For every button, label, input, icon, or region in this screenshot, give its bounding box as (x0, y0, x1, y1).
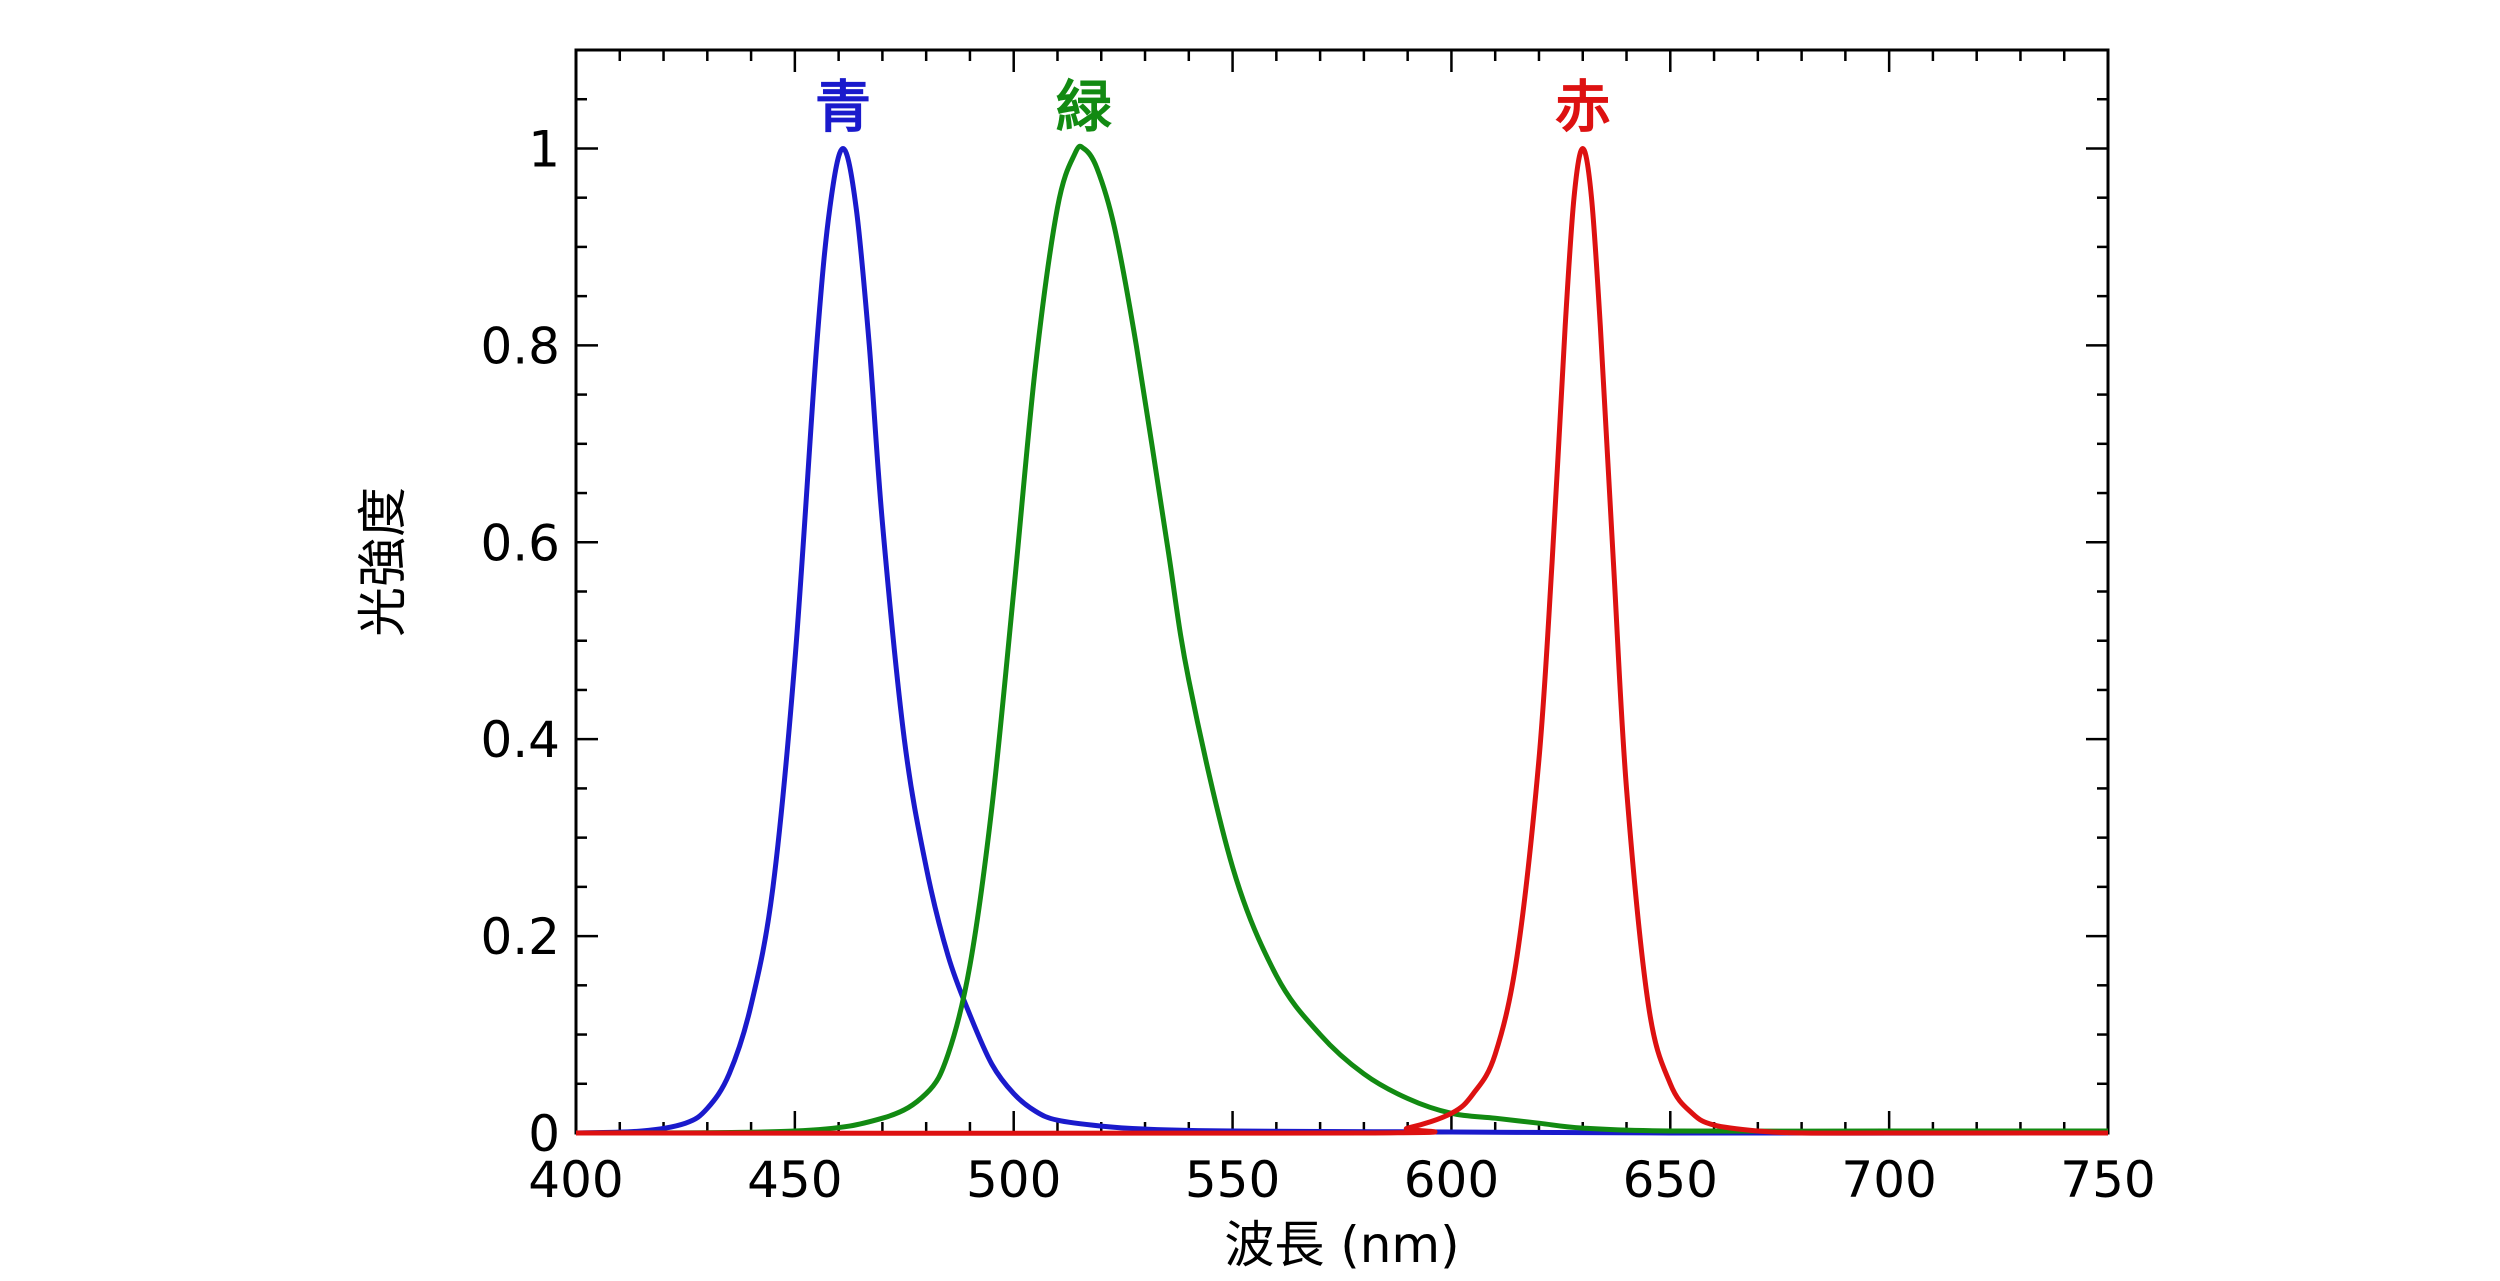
x-tick-label: 700 (1841, 1151, 1936, 1209)
spectrum-curves (575, 143, 2109, 1136)
green-peak-label: 緑 (1056, 75, 1113, 140)
x-tick-label: 550 (1185, 1151, 1280, 1209)
blue-peak-label: 青 (815, 75, 871, 140)
y-tick-label: 0.8 (480, 317, 560, 375)
y-axis-title: 光強度 (354, 487, 412, 637)
blue-spectrum-line (575, 146, 2109, 1136)
axis-ticks (574, 48, 2110, 1135)
x-tick-label: 500 (966, 1151, 1061, 1209)
red-peak-label: 赤 (1555, 75, 1611, 140)
y-tick-label: 0.2 (480, 908, 560, 966)
y-tick-label: 1 (528, 120, 560, 178)
y-tick-label: 0.4 (480, 711, 560, 769)
y-tick-label: 0.6 (480, 514, 560, 572)
plot-frame (574, 48, 2110, 1135)
axis-tick-labels: 400 450 500 550 600 650 700 750 0 0.2 0.4 0.6 0.8 1 (480, 120, 2155, 1209)
x-axis-title: 波長 (nm) (1224, 1216, 1459, 1274)
peak-labels: 青緑赤 (815, 75, 1611, 140)
x-tick-label: 650 (1623, 1151, 1718, 1209)
x-tick-label: 750 (2060, 1151, 2155, 1209)
x-tick-label: 450 (747, 1151, 842, 1209)
x-tick-label: 600 (1404, 1151, 1499, 1209)
x-tick-label: 400 (528, 1151, 623, 1209)
y-tick-label: 0 (528, 1105, 560, 1163)
red-spectrum-line (575, 146, 2108, 1136)
green-spectrum-line (575, 143, 2108, 1136)
